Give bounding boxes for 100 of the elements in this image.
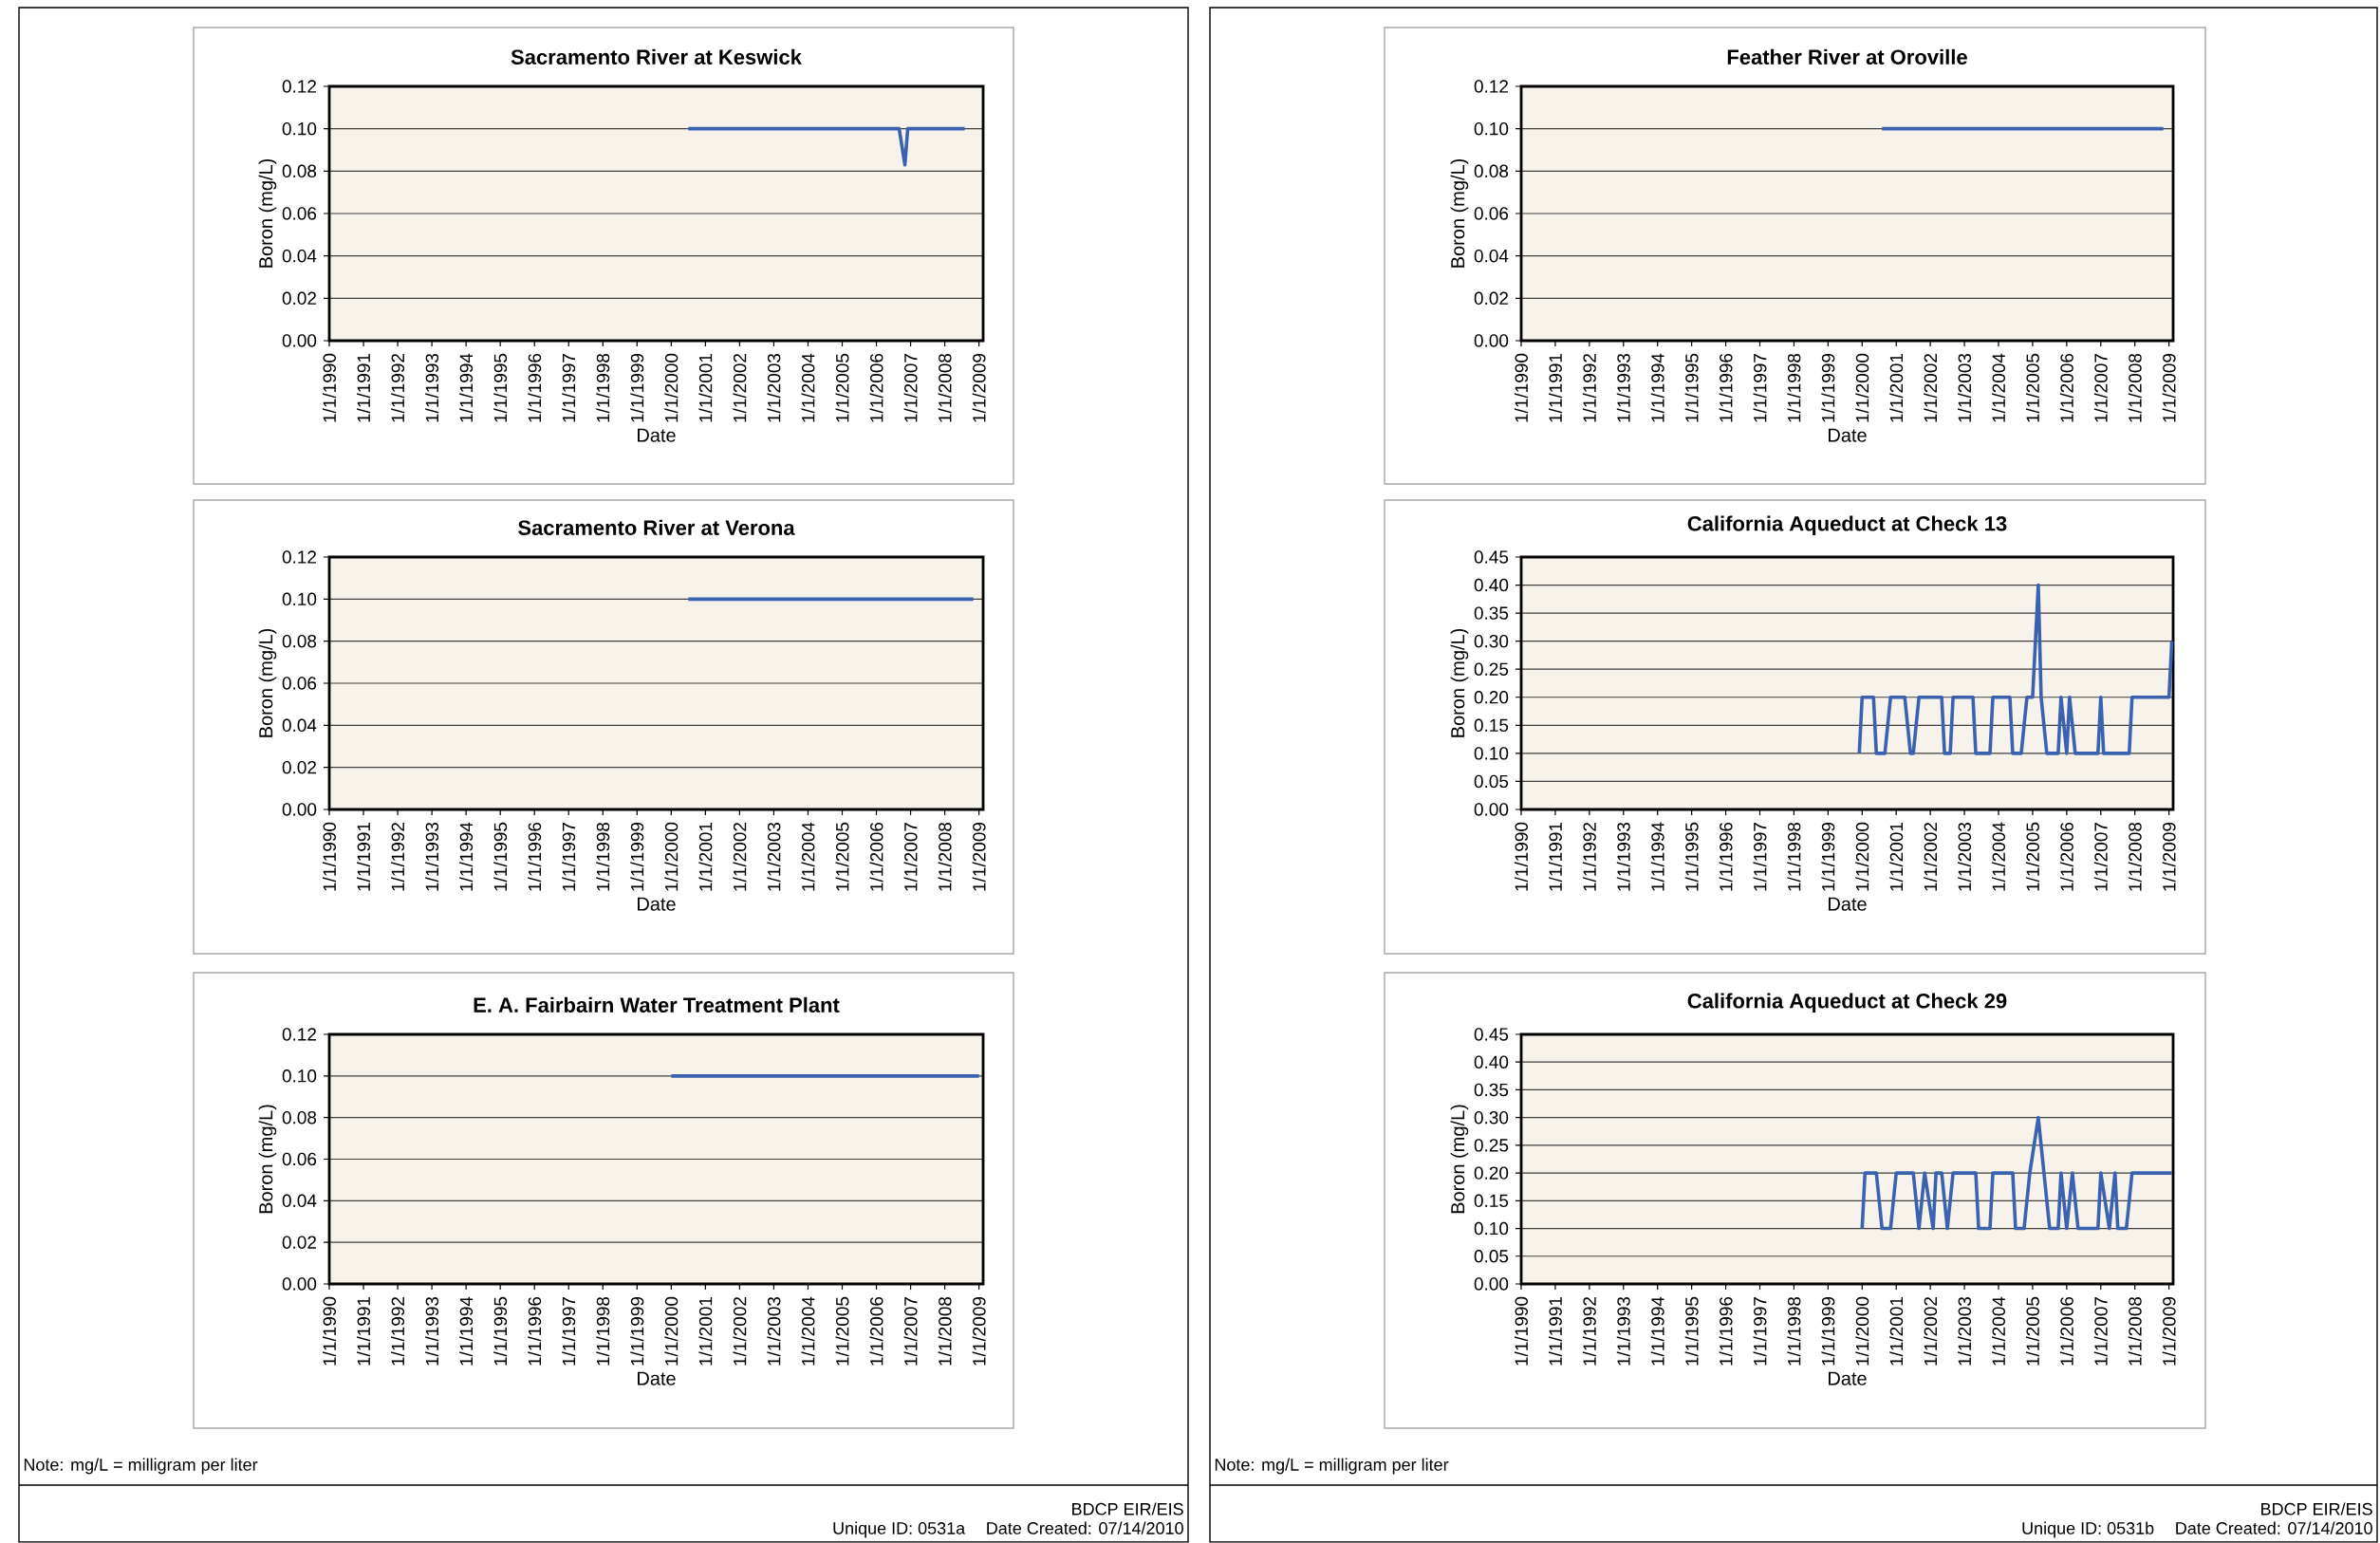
x-tick-label: 1/1/2004 [1992,353,2005,422]
x-tick-label: 1/1/1996 [528,823,542,891]
x-axis-title: Date [1829,897,1867,911]
x-tick-label: 1/1/1992 [391,1297,405,1366]
x-tick-label: 1/1/2005 [2025,823,2039,891]
x-tick-label: 1/1/2008 [2128,1297,2142,1366]
text: Date Created: 07/14/2010 [987,1521,1183,1534]
y-tick-label: 0.20 [1474,691,1509,704]
y-tick-label: 0.40 [1474,578,1509,592]
x-axis-title: Date [638,428,676,442]
y-tick-label: 0.08 [282,164,317,178]
x-tick-label: 1/1/2001 [698,1297,713,1366]
y-tick-label: 0.06 [282,207,317,220]
chart-title: E. A. Fairbairn Water Treatment Plant [474,996,840,1013]
y-tick-label: 0.00 [282,1277,317,1291]
y-tick-label: 0.10 [1474,1221,1509,1236]
text: BDCP EIR/EIS [1072,1502,1183,1515]
x-tick-label: 1/1/1994 [1650,822,1664,891]
x-tick-label: 1/1/1990 [323,1296,336,1366]
y-tick-label: 0.04 [282,718,317,733]
x-tick-label: 1/1/1997 [1753,1297,1767,1366]
x-tick-label: 1/1/1992 [391,823,405,891]
x-tick-label: 1/1/2001 [698,823,713,891]
y-tick-label: 0.12 [282,550,316,564]
x-tick-label: 1/1/1994 [459,822,474,891]
x-tick-label: 1/1/2006 [869,354,883,422]
x-tick-label: 1/1/2000 [664,353,679,422]
x-tick-label: 1/1/2008 [2128,823,2142,891]
x-tick-label: 1/1/1998 [596,823,610,891]
x-tick-label: 1/1/1999 [1821,354,1835,422]
y-axis-title: Boron (mg/L) [258,1105,277,1214]
y-tick-label: 0.05 [1474,1250,1509,1263]
line-series [1857,583,2174,755]
x-tick-label: 1/1/1991 [1548,823,1562,891]
y-tick-label: 0.30 [1474,1111,1509,1125]
chart-title: Sacramento River at Keswick [511,48,802,65]
y-tick-label: 0.15 [1474,1194,1509,1208]
y-tick-label: 0.08 [282,1111,317,1125]
y-tick-label: 0.02 [282,1236,316,1250]
x-tick-label: 1/1/2006 [869,823,883,891]
y-tick-label: 0.35 [1474,606,1509,620]
x-tick-label: 1/1/1996 [528,1297,542,1366]
x-tick-label: 1/1/1992 [1582,354,1596,422]
y-tick-label: 0.02 [282,291,316,306]
x-tick-label: 1/1/2002 [733,823,747,891]
y-axis-title: Boron (mg/L) [258,629,277,737]
x-tick-label: 1/1/1998 [1787,354,1801,422]
y-tick-label: 0.06 [282,1152,317,1166]
x-tick-label: 1/1/1996 [1719,354,1733,422]
x-tick-label: 1/1/2007 [2093,823,2108,891]
x-tick-label: 1/1/2006 [2059,354,2073,422]
text: BDCP EIR/EIS [2261,1502,2372,1515]
x-tick-label: 1/1/2003 [767,1297,781,1366]
x-tick-label: 1/1/1993 [1616,354,1630,422]
y-tick-label: 0.00 [282,334,317,347]
x-tick-label: 1/1/2007 [903,354,918,422]
x-tick-label: 1/1/2006 [869,1297,883,1366]
y-tick-label: 0.45 [1474,1028,1509,1041]
x-tick-label: 1/1/2004 [1992,1296,2005,1366]
x-axis-title: Date [1829,428,1867,442]
x-tick-label: 1/1/1994 [1650,353,1664,422]
x-tick-label: 1/1/2008 [938,354,952,422]
text: Unique ID: 0531b [2022,1521,2154,1538]
x-tick-label: 1/1/2005 [2025,1297,2039,1366]
x-tick-label: 1/1/2007 [903,1297,918,1366]
chart-title: California Aqueduct at Check 13 [1687,515,2007,536]
y-tick-label: 0.08 [282,635,317,648]
text: Note: mg/L = milligram per liter [24,1458,258,1475]
x-tick-label: 1/1/1996 [1719,823,1733,891]
x-tick-label: 1/1/1995 [1684,354,1699,422]
x-tick-label: 1/1/2004 [1992,822,2005,891]
x-tick-label: 1/1/2002 [733,354,747,422]
x-tick-label: 1/1/2000 [1855,353,1869,422]
x-tick-label: 1/1/1997 [562,1297,576,1366]
x-tick-label: 1/1/1990 [323,822,336,891]
x-tick-label: 1/1/2004 [801,822,815,891]
x-tick-label: 1/1/1999 [630,1297,644,1366]
x-tick-label: 1/1/2009 [2162,823,2176,891]
x-tick-label: 1/1/2007 [2093,1297,2108,1366]
y-tick-label: 0.25 [1474,1139,1509,1152]
x-axis-title: Date [638,897,676,911]
y-tick-label: 0.10 [1474,122,1509,136]
y-tick-label: 0.10 [282,122,317,136]
y-axis-title: Boron (mg/L) [1450,159,1469,268]
x-tick-label: 1/1/2005 [2025,354,2039,422]
x-tick-label: 1/1/2009 [972,1297,986,1366]
x-tick-label: 1/1/2000 [664,1296,679,1366]
y-tick-label: 0.04 [282,250,317,263]
x-tick-label: 1/1/2002 [1924,823,1938,891]
x-tick-label: 1/1/2001 [1889,1297,1904,1366]
x-axis-title: Date [638,1371,676,1385]
x-tick-label: 1/1/1997 [1753,823,1767,891]
chart-title: Sacramento River at Verona [518,519,795,536]
x-tick-label: 1/1/1990 [323,353,336,422]
y-tick-label: 0.35 [1474,1083,1509,1097]
x-tick-label: 1/1/2009 [972,354,986,422]
x-tick-label: 1/1/2006 [2059,823,2073,891]
y-tick-label: 0.12 [1474,80,1509,93]
y-tick-label: 0.00 [1474,334,1509,347]
y-tick-label: 0.10 [282,1069,317,1083]
